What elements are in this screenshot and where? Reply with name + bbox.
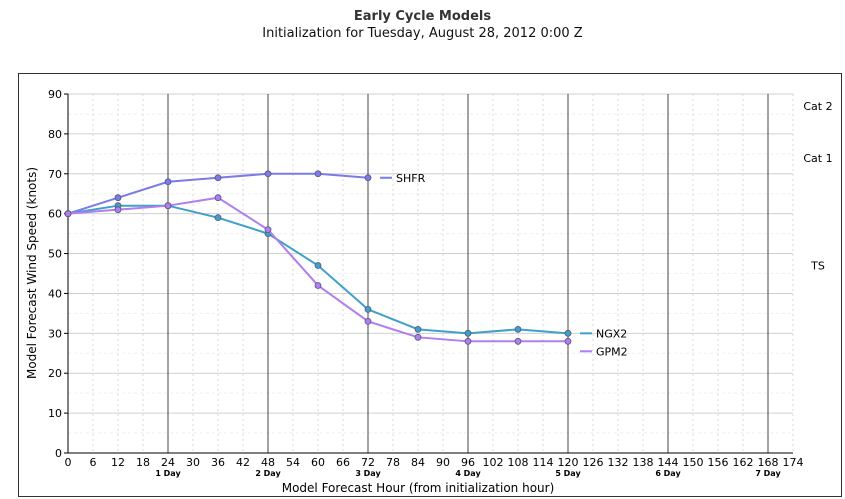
data-point-shfr	[114, 194, 122, 202]
y-tick-label: 60	[48, 208, 62, 221]
x-tick-label: 96	[461, 456, 475, 469]
day-label: 4 Day	[455, 469, 481, 478]
data-point-shfr	[364, 174, 372, 182]
intensity-label: TS	[810, 260, 825, 273]
data-point-gpm2	[514, 337, 522, 345]
y-tick-label: 70	[48, 168, 62, 181]
chart-frame	[18, 73, 842, 497]
data-point-gpm2	[314, 282, 322, 289]
tick-labels: 0 10 20 30 40 50 60 70 80 90 0 6 12 18 24 30 36 42 48 54 60 6…	[48, 88, 833, 478]
data-point-shfr	[264, 170, 272, 178]
x-tick-label: 60	[311, 456, 325, 469]
data-point-ngx2	[514, 325, 522, 333]
x-tick-label: 168	[758, 456, 779, 469]
x-tick-label: 0	[65, 456, 72, 469]
x-tick-label: 6	[90, 456, 97, 469]
x-tick-label: 108	[508, 456, 529, 469]
x-tick-label: 84	[411, 456, 425, 469]
x-tick-label: 114	[533, 456, 554, 469]
y-tick-label: 90	[48, 88, 62, 101]
data-point-gpm2	[564, 337, 572, 345]
chart-subtitle: Initialization for Tuesday, August 28, 2…	[262, 26, 583, 41]
x-tick-label: 102	[483, 456, 504, 469]
x-tick-label: 132	[608, 456, 629, 469]
y-axis-label: Model Forecast Wind Speed (knots)	[25, 167, 39, 379]
x-tick-label: 30	[186, 456, 200, 469]
x-tick-label: 174	[783, 456, 804, 469]
x-tick-label: 72	[361, 456, 375, 469]
x-tick-label: 36	[211, 456, 225, 469]
data-point-ngx2	[314, 262, 322, 269]
x-tick-label: 90	[436, 456, 450, 469]
x-tick-label: 18	[136, 456, 150, 469]
x-tick-label: 126	[583, 456, 604, 469]
y-tick-label: 50	[48, 248, 62, 261]
grid	[67, 93, 794, 454]
y-tick-label: 80	[48, 128, 62, 141]
data-point-ngx2	[464, 329, 472, 337]
y-tick-label: 30	[48, 327, 62, 340]
data-point-gpm2	[64, 210, 72, 218]
day-label: 1 Day	[155, 469, 181, 478]
x-tick-label: 12	[111, 456, 125, 469]
data-point-shfr	[164, 178, 172, 186]
series-label-shfr: SHFR	[396, 172, 426, 185]
data-point-gpm2	[114, 206, 122, 214]
day-label: 7 Day	[755, 469, 781, 478]
x-tick-label: 150	[683, 456, 704, 469]
data-point-gpm2	[164, 202, 172, 210]
intensity-label: Cat 1	[803, 152, 832, 165]
plot-area: SHFR NGX2 GPM2	[64, 170, 628, 358]
data-point-gpm2	[364, 317, 372, 325]
series-label-gpm2: GPM2	[596, 345, 628, 358]
data-point-ngx2	[414, 325, 422, 333]
chart-title: Early Cycle Models	[353, 9, 492, 24]
y-tick-label: 20	[48, 367, 62, 380]
x-tick-label: 24	[161, 456, 175, 469]
intensity-label: Cat 2	[803, 100, 832, 113]
x-tick-label: 54	[286, 456, 300, 469]
x-tick-label: 138	[633, 456, 654, 469]
x-tick-label: 42	[236, 456, 250, 469]
x-tick-label: 78	[386, 456, 400, 469]
y-tick-label: 40	[48, 287, 62, 300]
data-point-ngx2	[564, 329, 572, 337]
data-point-gpm2	[264, 226, 272, 234]
x-tick-label: 162	[733, 456, 754, 469]
data-point-gpm2	[414, 333, 422, 341]
x-tick-label: 120	[558, 456, 579, 469]
x-tick-label: 66	[336, 456, 350, 469]
data-point-gpm2	[214, 194, 222, 202]
day-label: 2 Day	[255, 469, 281, 478]
x-tick-label: 48	[261, 456, 275, 469]
day-label: 6 Day	[655, 469, 681, 478]
day-label: 5 Day	[555, 469, 581, 478]
day-label: 3 Day	[355, 469, 381, 478]
data-point-shfr	[314, 170, 322, 178]
data-point-ngx2	[364, 305, 372, 313]
data-point-gpm2	[464, 337, 472, 345]
x-tick-label: 156	[708, 456, 729, 469]
data-point-ngx2	[214, 214, 222, 222]
data-point-shfr	[214, 174, 222, 182]
x-tick-label: 144	[658, 456, 679, 469]
y-tick-label: 0	[55, 447, 62, 460]
y-tick-label: 10	[48, 407, 62, 420]
series-label-ngx2: NGX2	[596, 327, 627, 340]
x-axis-label: Model Forecast Hour (from initialization…	[282, 481, 555, 495]
